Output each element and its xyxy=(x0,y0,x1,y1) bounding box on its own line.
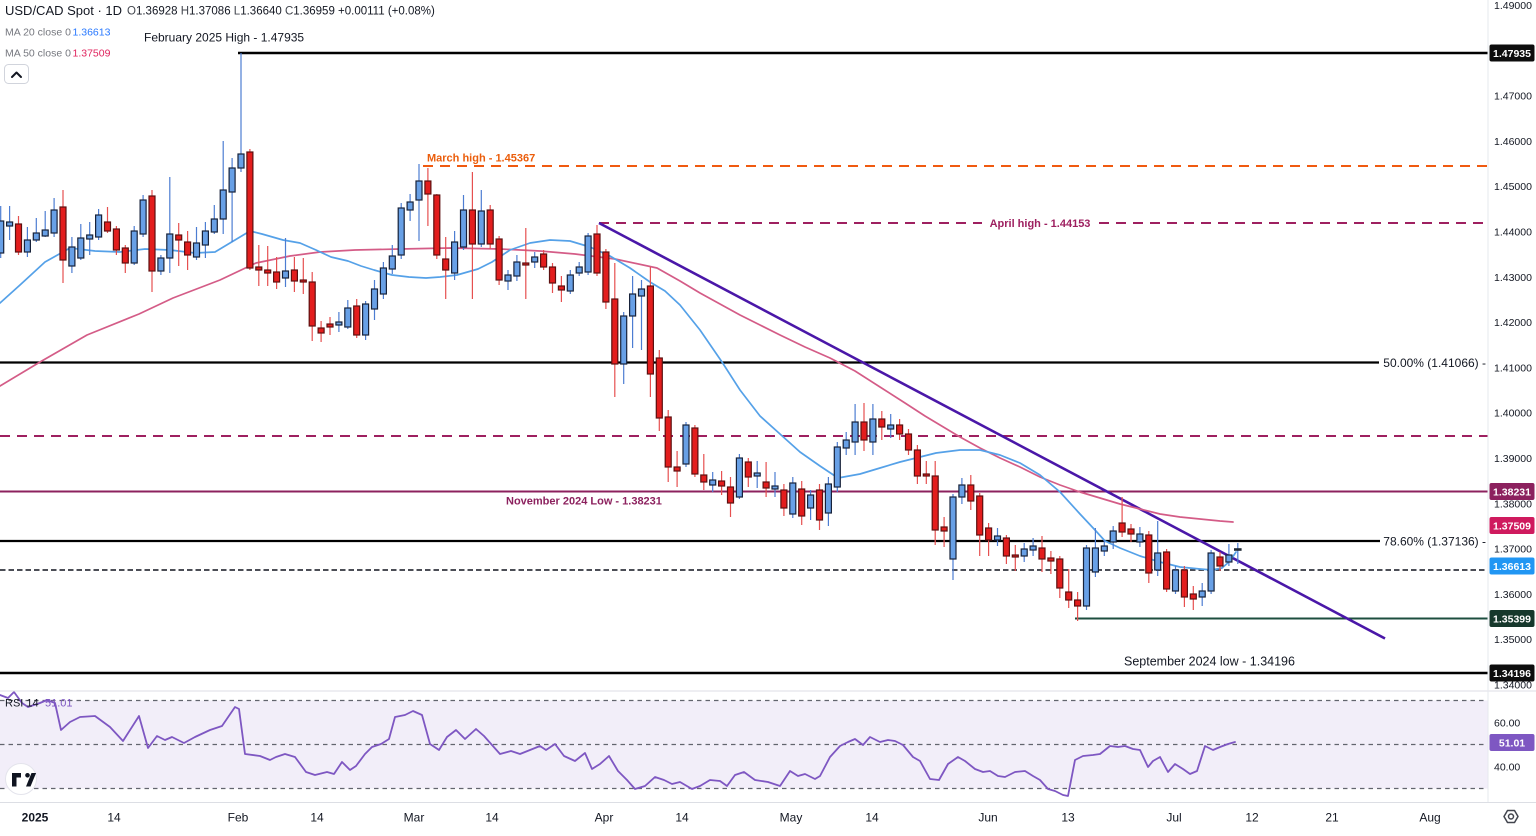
svg-text:1.47000: 1.47000 xyxy=(1494,91,1532,103)
svg-text:12: 12 xyxy=(1245,811,1259,825)
svg-text:March high - 1.45367: March high - 1.45367 xyxy=(427,153,535,165)
svg-text:14: 14 xyxy=(865,811,879,825)
svg-text:2025: 2025 xyxy=(22,811,49,825)
svg-text:1.49000: 1.49000 xyxy=(1494,0,1532,12)
svg-text:MA 50 close 0: MA 50 close 0 xyxy=(5,48,71,60)
svg-text:O1.36928 H1.37086 L1.36640 C1.: O1.36928 H1.37086 L1.36640 C1.36959 +0.0… xyxy=(127,6,435,18)
svg-text:1.41000: 1.41000 xyxy=(1494,362,1532,374)
svg-text:51.01: 51.01 xyxy=(45,698,73,710)
svg-text:1.34000: 1.34000 xyxy=(1494,680,1532,692)
svg-text:1.39000: 1.39000 xyxy=(1494,453,1532,465)
svg-text:14: 14 xyxy=(310,811,324,825)
svg-text:14: 14 xyxy=(675,811,689,825)
svg-text:November 2024 Low - 1.38231: November 2024 Low - 1.38231 xyxy=(506,496,662,508)
svg-text:1.36000: 1.36000 xyxy=(1494,589,1532,601)
svg-text:May: May xyxy=(780,811,803,825)
svg-text:1.38000: 1.38000 xyxy=(1494,498,1532,510)
svg-text:Jun: Jun xyxy=(978,811,997,825)
svg-text:1.38231: 1.38231 xyxy=(1493,486,1531,498)
svg-text:1.37509: 1.37509 xyxy=(73,48,111,60)
svg-text:Aug: Aug xyxy=(1419,811,1440,825)
svg-text:Mar: Mar xyxy=(404,811,425,825)
svg-text:April high - 1.44153: April high - 1.44153 xyxy=(990,218,1091,230)
svg-text:1.35399: 1.35399 xyxy=(1493,613,1531,625)
svg-text:RSI 14: RSI 14 xyxy=(5,698,39,710)
svg-text:21: 21 xyxy=(1325,811,1339,825)
svg-text:Feb: Feb xyxy=(228,811,249,825)
svg-text:78.60% (1.37136) -: 78.60% (1.37136) - xyxy=(1383,535,1486,549)
svg-text:MA 20 close 0: MA 20 close 0 xyxy=(5,27,71,39)
svg-text:60.00: 60.00 xyxy=(1494,718,1520,730)
svg-text:1.46000: 1.46000 xyxy=(1494,136,1532,148)
svg-text:50.00% (1.41066) -: 50.00% (1.41066) - xyxy=(1383,356,1486,370)
svg-text:1.36613: 1.36613 xyxy=(73,27,111,39)
svg-text:1.36613: 1.36613 xyxy=(1493,561,1531,573)
svg-text:13: 13 xyxy=(1061,811,1075,825)
svg-text:40.00: 40.00 xyxy=(1494,762,1520,774)
svg-text:1.42000: 1.42000 xyxy=(1494,317,1532,329)
svg-text:1.37000: 1.37000 xyxy=(1494,544,1532,556)
svg-text:September 2024 low - 1.34196: September 2024 low - 1.34196 xyxy=(1124,655,1295,669)
svg-text:1.34196: 1.34196 xyxy=(1493,668,1531,680)
svg-text:1.45000: 1.45000 xyxy=(1494,181,1532,193)
svg-text:1.40000: 1.40000 xyxy=(1494,408,1532,420)
svg-text:1.47935: 1.47935 xyxy=(1493,48,1531,60)
svg-text:1.35000: 1.35000 xyxy=(1494,634,1532,646)
svg-text:1.43000: 1.43000 xyxy=(1494,272,1532,284)
svg-text:February 2025 High - 1.47935: February 2025 High - 1.47935 xyxy=(144,31,304,45)
svg-text:USD/CAD Spot · 1D: USD/CAD Spot · 1D xyxy=(5,3,122,18)
svg-text:Apr: Apr xyxy=(595,811,614,825)
svg-text:1.44000: 1.44000 xyxy=(1494,227,1532,239)
svg-text:51.01: 51.01 xyxy=(1499,737,1525,749)
svg-text:14: 14 xyxy=(485,811,499,825)
svg-text:1.37509: 1.37509 xyxy=(1493,520,1531,532)
svg-text:14: 14 xyxy=(107,811,121,825)
svg-text:Jul: Jul xyxy=(1166,811,1181,825)
